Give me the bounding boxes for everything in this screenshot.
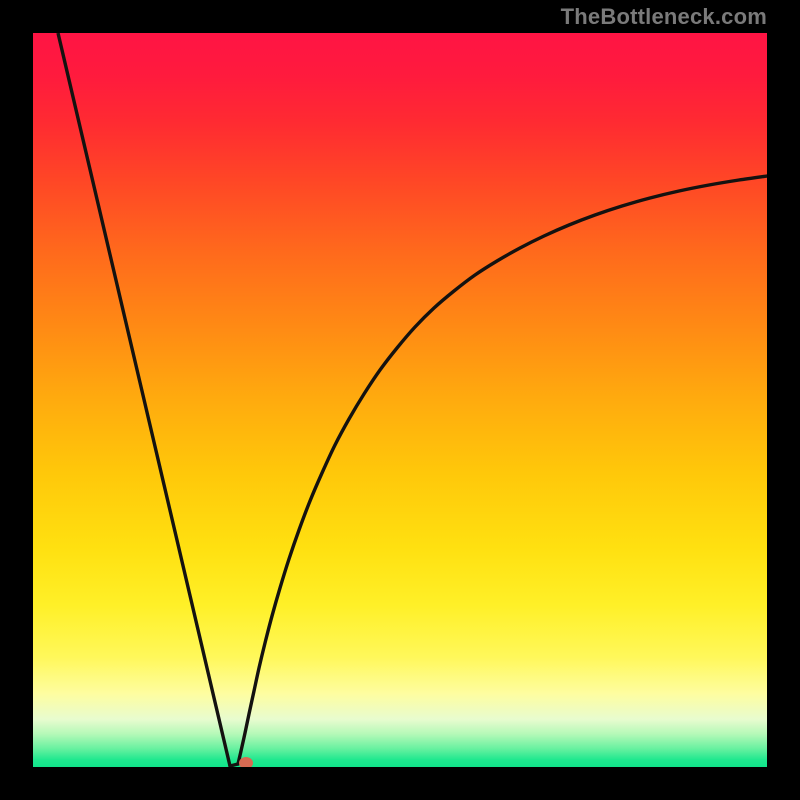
chart-plot-area xyxy=(33,33,767,767)
chart-container: { "watermark": "TheBottleneck.com", "cha… xyxy=(0,0,800,800)
watermark-text: TheBottleneck.com xyxy=(561,4,767,30)
